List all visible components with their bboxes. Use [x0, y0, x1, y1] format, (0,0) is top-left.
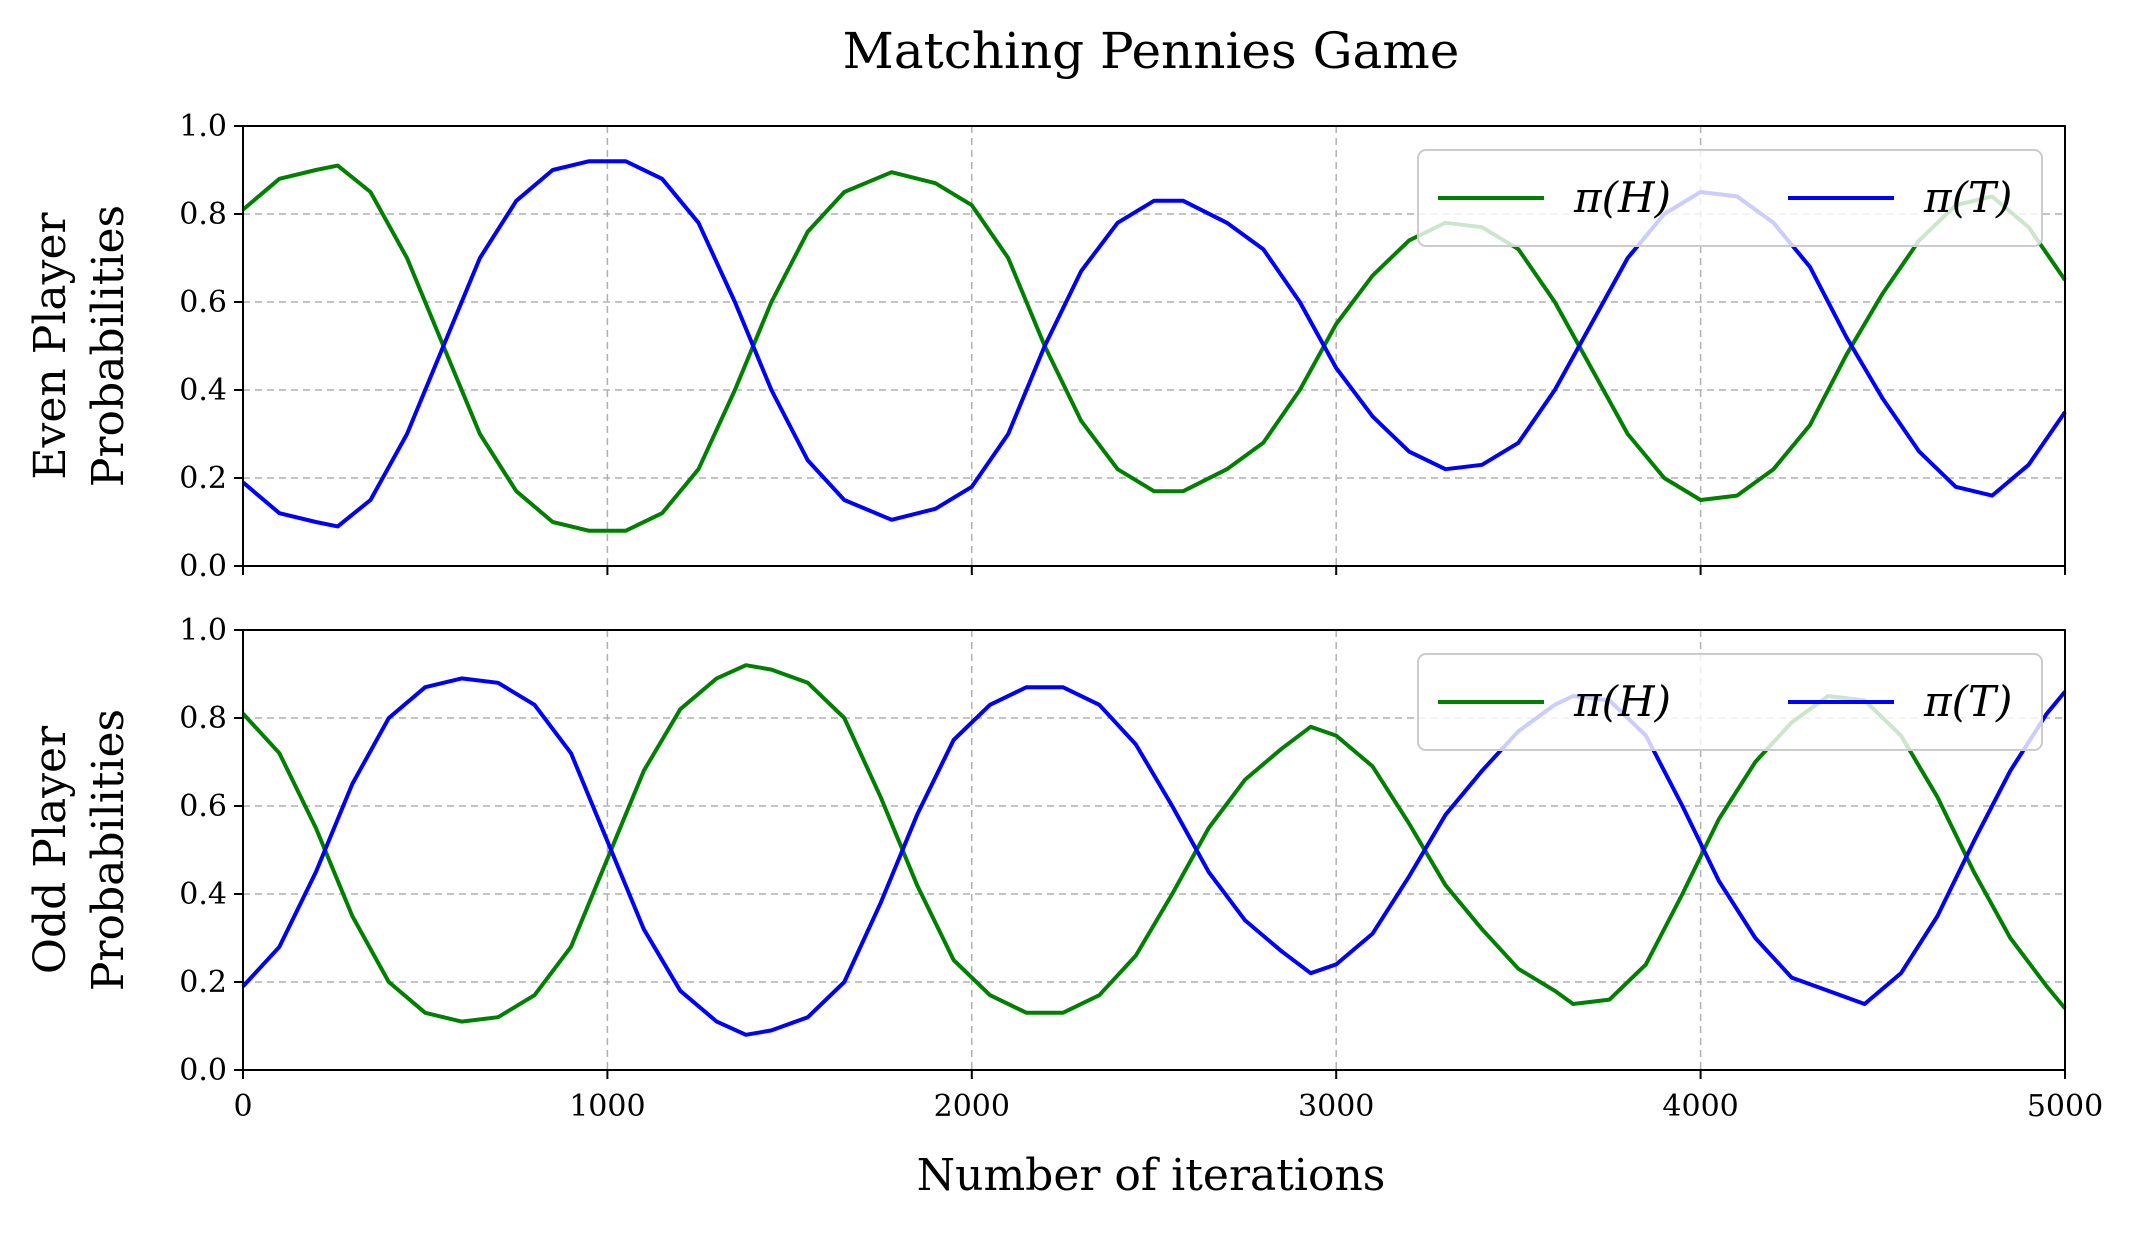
y-tick-label: 0.0: [179, 1053, 227, 1088]
y-axis-label: Odd Player: [25, 725, 76, 974]
series-line-tails: [241, 676, 2067, 1037]
y-tick-label: 1.0: [179, 109, 227, 144]
axes-frame: [242, 629, 2066, 1071]
y-tick-label: 0.8: [179, 197, 227, 232]
y-tick-label: 0.0: [179, 549, 227, 584]
legend-entry-label: π(T): [1923, 173, 2012, 222]
x-tick-label: 2000: [934, 1089, 1010, 1124]
legend-box: [1417, 653, 2043, 751]
y-tick-label: 0.6: [179, 285, 227, 320]
x-tick-label: 3000: [1298, 1089, 1374, 1124]
y-tick-label: 0.2: [179, 965, 227, 1000]
legend: π(H) π(T): [1417, 653, 2043, 751]
legend-box: [1417, 149, 2043, 247]
y-tick-label: 0.4: [179, 877, 227, 912]
x-tick-label: 5000: [2027, 1089, 2103, 1124]
y-tick-label: 0.8: [179, 701, 227, 736]
y-tick-label: 0.2: [179, 461, 227, 496]
x-tick-label: 4000: [1662, 1089, 1738, 1124]
panel-odd: 0.0 0.2 0.4 0.6 0.8 1.0 0 1000 2000 3000 4000 5000 O…: [25, 613, 2103, 1124]
y-axis-label: Probabilities: [83, 205, 134, 487]
x-tick-label: 1000: [569, 1089, 645, 1124]
y-tick-label: 0.4: [179, 373, 227, 408]
legend: π(H) π(T): [1417, 149, 2043, 247]
y-axis-label: Probabilities: [83, 709, 134, 991]
y-axis-label: Even Player: [25, 211, 76, 479]
chart-title: Matching Pennies Game: [843, 22, 1460, 80]
series-line-heads: [241, 163, 2067, 533]
y-tick-label: 1.0: [179, 613, 227, 648]
legend-entry-label: π(H): [1573, 173, 1671, 222]
legend-entry-label: π(T): [1923, 677, 2012, 726]
legend-entry-label: π(H): [1573, 677, 1671, 726]
axes-frame: [242, 125, 2066, 567]
panel-even: 0.0 0.2 0.4 0.6 0.8 1.0 Even Player Probabiliti…: [25, 109, 2067, 584]
x-tick-label: 0: [233, 1089, 252, 1124]
x-axis-label: Number of iterations: [917, 1150, 1386, 1201]
y-tick-label: 0.6: [179, 789, 227, 824]
